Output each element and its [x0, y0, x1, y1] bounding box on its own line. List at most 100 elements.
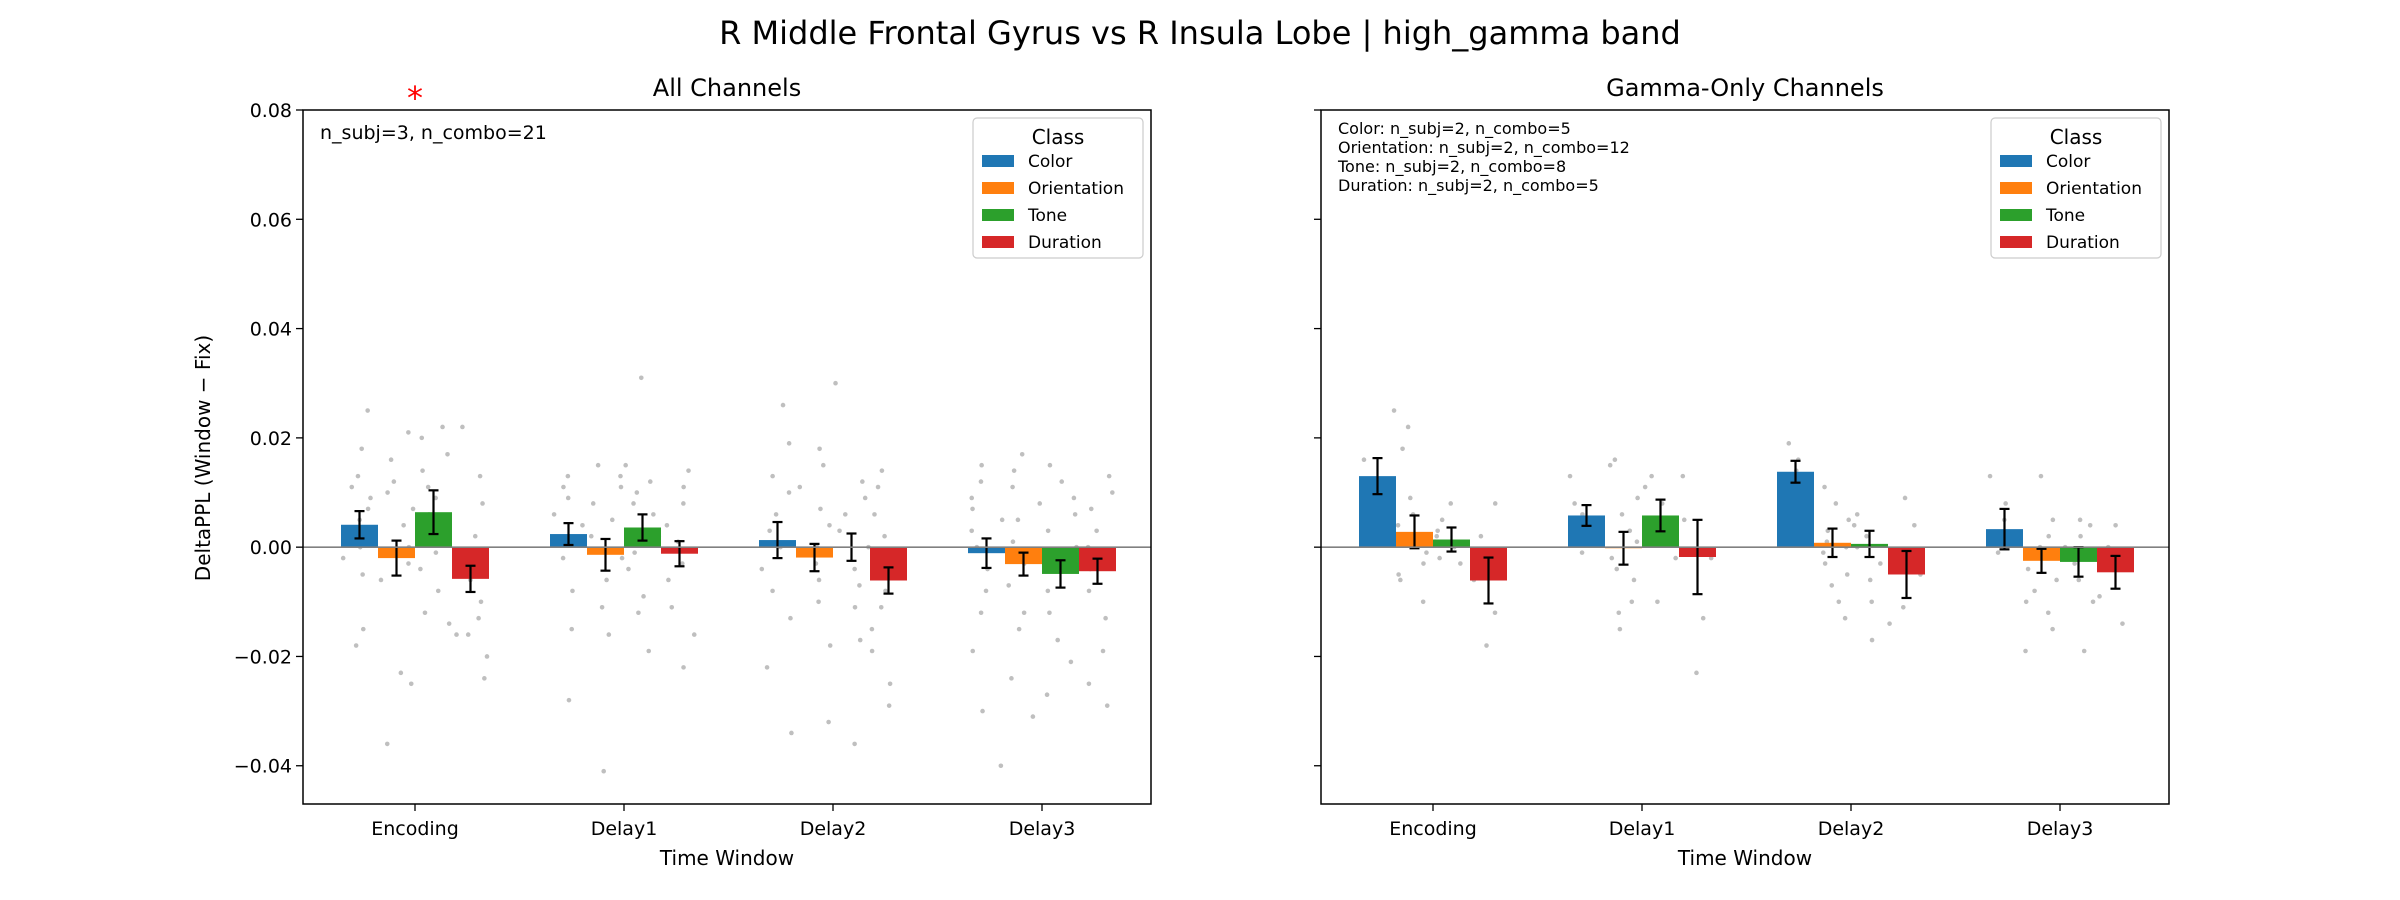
y-axis-label: DeltaPPL (Window − Fix)	[191, 335, 215, 581]
data-point-encoding-tone	[445, 451, 450, 457]
data-point-delay1-duration	[691, 632, 697, 637]
data-point-delay3-color	[1995, 550, 2001, 555]
data-point-delay1-tone	[634, 490, 640, 495]
panel-gamma-only-channels: Gamma-Only Channels Time Window Color: n…	[1314, 74, 2170, 870]
data-point-delay2-color	[770, 588, 775, 594]
data-point-delay1-tone	[636, 610, 641, 616]
data-point-delay1-tone	[631, 501, 636, 506]
data-point-delay2-tone	[852, 566, 857, 572]
data-point-delay3-tone	[1068, 659, 1074, 665]
data-point-delay3-tone	[1055, 637, 1060, 643]
data-point-delay3-color	[969, 495, 975, 501]
data-point-encoding-tone	[420, 468, 425, 473]
data-point-delay2-orientation	[1822, 484, 1827, 490]
data-point-delay2-color	[786, 490, 792, 495]
data-point-delay1-orientation	[618, 484, 624, 490]
legend-swatch-color	[982, 155, 1014, 167]
data-point-delay3-duration	[1088, 506, 1094, 512]
data-point-encoding-color	[1361, 457, 1367, 463]
data-point-encoding-orientation	[1405, 424, 1411, 430]
panel-all-channels: All Channels Time Window DeltaPPL (Windo…	[191, 74, 1152, 870]
data-point-delay3-orientation	[2046, 533, 2052, 539]
data-point-delay1-orientation	[1619, 512, 1625, 517]
data-point-delay2-orientation	[1829, 583, 1835, 588]
data-point-delay2-tone	[862, 495, 868, 501]
data-point-delay3-orientation	[2054, 577, 2059, 583]
data-point-delay2-orientation	[1833, 501, 1839, 506]
data-point-delay2-orientation	[821, 462, 826, 468]
data-point-encoding-color	[340, 555, 346, 561]
data-point-delay3-orientation	[1009, 676, 1014, 681]
data-point-delay2-tone	[1869, 599, 1874, 605]
data-point-delay3-tone	[2072, 561, 2077, 566]
data-point-delay2-duration	[878, 604, 884, 610]
data-point-encoding-orientation	[391, 479, 397, 484]
legend-label-orientation: Orientation	[2046, 179, 2142, 199]
data-point-delay2-duration	[869, 648, 875, 654]
data-point-delay3-orientation	[1010, 484, 1015, 490]
data-point-encoding-orientation	[398, 670, 404, 676]
data-point-delay1-duration	[1680, 473, 1686, 479]
data-point-delay1-duration	[669, 604, 675, 610]
data-point-encoding-duration	[1484, 643, 1489, 648]
data-point-encoding-duration	[1492, 610, 1498, 616]
data-point-delay1-duration	[681, 501, 686, 506]
data-point-encoding-tone	[435, 588, 441, 594]
data-point-delay3-tone	[1059, 479, 1065, 484]
data-point-delay1-tone	[638, 375, 644, 381]
data-point-encoding-orientation	[408, 681, 414, 687]
data-point-delay3-orientation	[1016, 626, 1022, 632]
y-tick-label: −0.04	[234, 756, 292, 778]
data-point-delay1-orientation	[1612, 457, 1618, 463]
x-tick-label-delay3: Delay3	[2027, 818, 2094, 840]
legend-label-color: Color	[1028, 152, 1072, 172]
data-point-encoding-color	[360, 626, 366, 632]
y-tick-label: 0.06	[250, 209, 292, 231]
data-point-delay2-orientation	[1822, 561, 1828, 566]
data-point-delay1-color	[570, 588, 575, 594]
data-point-delay3-orientation	[1021, 610, 1027, 616]
data-point-delay3-orientation	[2050, 517, 2056, 523]
data-point-encoding-orientation	[1424, 550, 1429, 555]
data-point-delay2-duration	[882, 533, 887, 539]
data-point-delay3-duration	[1086, 681, 1092, 687]
x-tick-label-delay1: Delay1	[1609, 818, 1676, 840]
data-point-delay1-orientation	[606, 632, 612, 637]
data-point-delay2-orientation	[817, 446, 822, 452]
data-point-encoding-tone	[1448, 501, 1454, 506]
data-point-delay1-color	[561, 484, 566, 490]
data-point-delay3-duration	[1094, 528, 1099, 534]
data-point-delay1-duration	[1681, 517, 1687, 523]
data-point-encoding-duration	[477, 473, 483, 479]
data-point-delay1-orientation	[1629, 599, 1635, 605]
data-point-delay1-orientation	[1635, 495, 1640, 501]
data-point-delay3-tone	[1045, 528, 1051, 534]
data-point-delay1-orientation	[1627, 528, 1633, 534]
data-point-delay3-orientation	[2032, 588, 2037, 594]
y-tick-label: 0.04	[250, 319, 292, 341]
data-point-delay3-color	[983, 588, 989, 594]
panel-title: Gamma-Only Channels	[1606, 74, 1884, 102]
data-point-encoding-tone	[440, 424, 445, 430]
legend-box	[1990, 117, 2162, 259]
data-point-delay1-color	[1572, 501, 1577, 506]
data-point-delay3-orientation	[1030, 714, 1036, 719]
data-point-encoding-orientation	[378, 577, 384, 583]
data-point-delay1-duration	[666, 577, 671, 583]
data-point-delay3-duration	[1086, 588, 1092, 594]
plot-frame	[1320, 109, 2170, 805]
data-point-delay3-duration	[2113, 523, 2118, 528]
data-point-encoding-duration	[482, 676, 487, 681]
legend-label-duration: Duration	[1028, 233, 1102, 253]
data-point-delay1-tone	[647, 479, 653, 484]
data-point-delay2-tone	[1878, 561, 1883, 566]
data-point-delay3-orientation	[1019, 451, 1025, 457]
data-point-delay1-color	[1567, 473, 1573, 479]
data-point-encoding-orientation	[1420, 599, 1426, 605]
data-point-encoding-orientation	[406, 430, 411, 435]
data-point-delay1-tone	[626, 566, 631, 572]
data-point-delay2-duration	[1900, 604, 1906, 610]
data-point-delay2-orientation	[1846, 517, 1851, 523]
data-point-delay2-orientation	[797, 484, 803, 490]
data-point-delay1-tone	[1673, 555, 1678, 561]
